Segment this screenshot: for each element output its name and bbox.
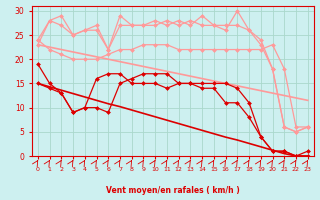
X-axis label: Vent moyen/en rafales ( km/h ): Vent moyen/en rafales ( km/h ) (106, 186, 240, 195)
